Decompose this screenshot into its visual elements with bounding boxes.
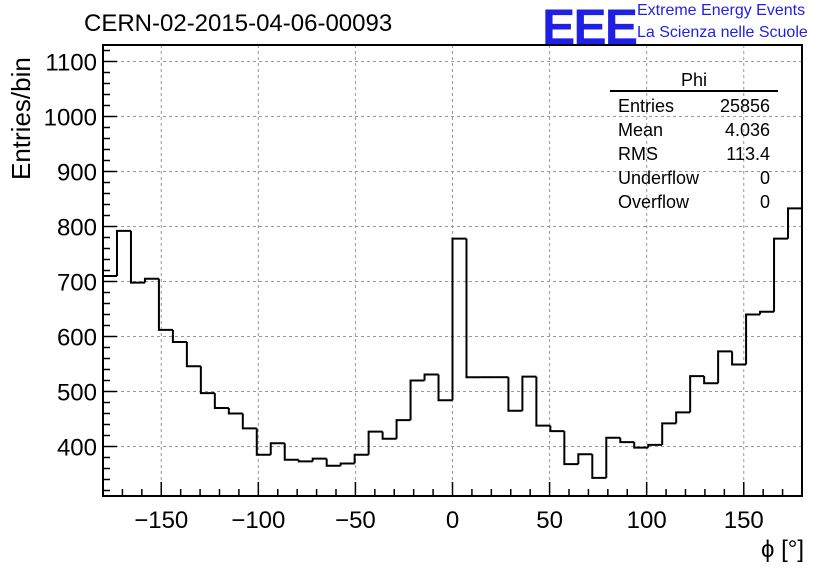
histogram-bin (367, 430, 383, 455)
histogram-bin (269, 442, 285, 455)
stats-row-entries: Entries 25856 (610, 94, 778, 118)
histogram-bin (717, 350, 733, 384)
histogram-bin (283, 443, 299, 461)
histogram-bin (619, 437, 635, 444)
x-tick-label: −150 (134, 507, 188, 534)
histogram-bin (745, 313, 761, 365)
x-tick-label: 100 (627, 507, 667, 534)
chart-title: CERN-02-2015-04-06-00093 (84, 10, 393, 37)
stats-value: 25856 (719, 96, 770, 116)
logo-subtitle-1: Extreme Energy Events (637, 2, 806, 19)
y-tick-label: 500 (57, 380, 97, 407)
x-tick-label: 150 (724, 507, 764, 534)
x-tick-label: 50 (536, 507, 563, 534)
eee-logo: EEE (542, 0, 638, 55)
histogram-bin (675, 411, 691, 424)
x-tick-label: −50 (335, 507, 376, 534)
y-tick-label: 1100 (45, 50, 97, 77)
histogram-bin (507, 377, 523, 412)
histogram-bin (423, 373, 439, 381)
histogram-bin (297, 459, 313, 463)
stats-value: 113.4 (726, 144, 770, 164)
histogram-bin (311, 457, 327, 462)
histogram-bin (353, 453, 369, 464)
x-axis-label: ϕ [°] (760, 536, 804, 563)
stats-value: 0 (759, 168, 770, 188)
axes (102, 44, 803, 497)
histogram-bin (563, 431, 579, 466)
histogram-bin (535, 376, 551, 427)
stats-row-overflow: Overflow 0 (610, 190, 778, 214)
y-tick-label: 700 (57, 270, 97, 297)
x-tick-label: −100 (231, 507, 285, 534)
histogram-bin (199, 366, 215, 395)
stats-label: Mean (618, 120, 664, 140)
stats-row-rms: RMS 113.4 (610, 142, 778, 166)
histogram-bin (157, 278, 173, 331)
histogram-bin (451, 237, 467, 401)
stats-label: Underflow (618, 168, 700, 188)
histogram-bin (549, 425, 565, 433)
histogram-bin (185, 342, 201, 368)
histogram-bin (647, 443, 663, 448)
histogram-bin (241, 413, 257, 430)
histogram-bin (227, 408, 243, 415)
stats-value: 4.036 (724, 120, 770, 140)
histogram-bin (633, 442, 649, 449)
histogram-bin (521, 375, 537, 411)
stats-label: RMS (618, 144, 658, 164)
logo-subtitle-2: La Scienza nelle Scuole (637, 24, 808, 41)
y-tick-label: 800 (57, 215, 97, 242)
y-axis-label: Entries/bin (6, 57, 36, 180)
y-tick-label: 600 (57, 325, 97, 352)
stats-label: Entries (618, 96, 675, 116)
histogram-bin (213, 393, 229, 409)
histogram-bin (759, 310, 775, 315)
histogram-bin (703, 376, 719, 385)
histogram-bin (395, 419, 411, 439)
histogram-bin (661, 422, 677, 445)
stats-label: Overflow (618, 192, 690, 212)
stats-row-underflow: Underflow 0 (610, 166, 778, 190)
histogram-bin (689, 375, 705, 413)
histogram-bin (787, 207, 802, 239)
stats-box: Phi Entries 25856 Mean 4.036 RMS 113.4 U… (610, 70, 778, 214)
y-tick-label: 400 (57, 435, 97, 462)
x-tick-labels: −150 −100 −50 0 50 100 150 (134, 507, 764, 534)
stats-title: Phi (610, 70, 778, 92)
histogram-bin (731, 351, 747, 366)
histogram-bin (605, 436, 621, 478)
y-tick-labels: 400 500 600 700 800 900 1000 1100 (44, 50, 97, 462)
histogram-bin (577, 453, 593, 465)
stats-row-mean: Mean 4.036 (610, 118, 778, 142)
histogram-bin (339, 462, 355, 466)
histogram-bin (255, 428, 271, 456)
histogram-bin (143, 277, 159, 283)
histogram-bin (115, 229, 131, 276)
y-tick-label: 1000 (44, 105, 97, 132)
histogram-bin (591, 454, 607, 479)
histogram-bars (103, 207, 802, 479)
histogram-bin (129, 230, 145, 284)
histogram-bin (773, 237, 789, 312)
histogram-bin (465, 238, 481, 379)
histogram-bin (437, 374, 453, 402)
histogram-bin (171, 329, 187, 343)
y-tick-label: 900 (57, 160, 97, 187)
x-tick-label: 0 (446, 507, 459, 534)
histogram-bin (325, 458, 341, 467)
histogram-bin (409, 379, 425, 421)
stats-value: 0 (759, 192, 770, 212)
histogram-bin (381, 431, 397, 440)
